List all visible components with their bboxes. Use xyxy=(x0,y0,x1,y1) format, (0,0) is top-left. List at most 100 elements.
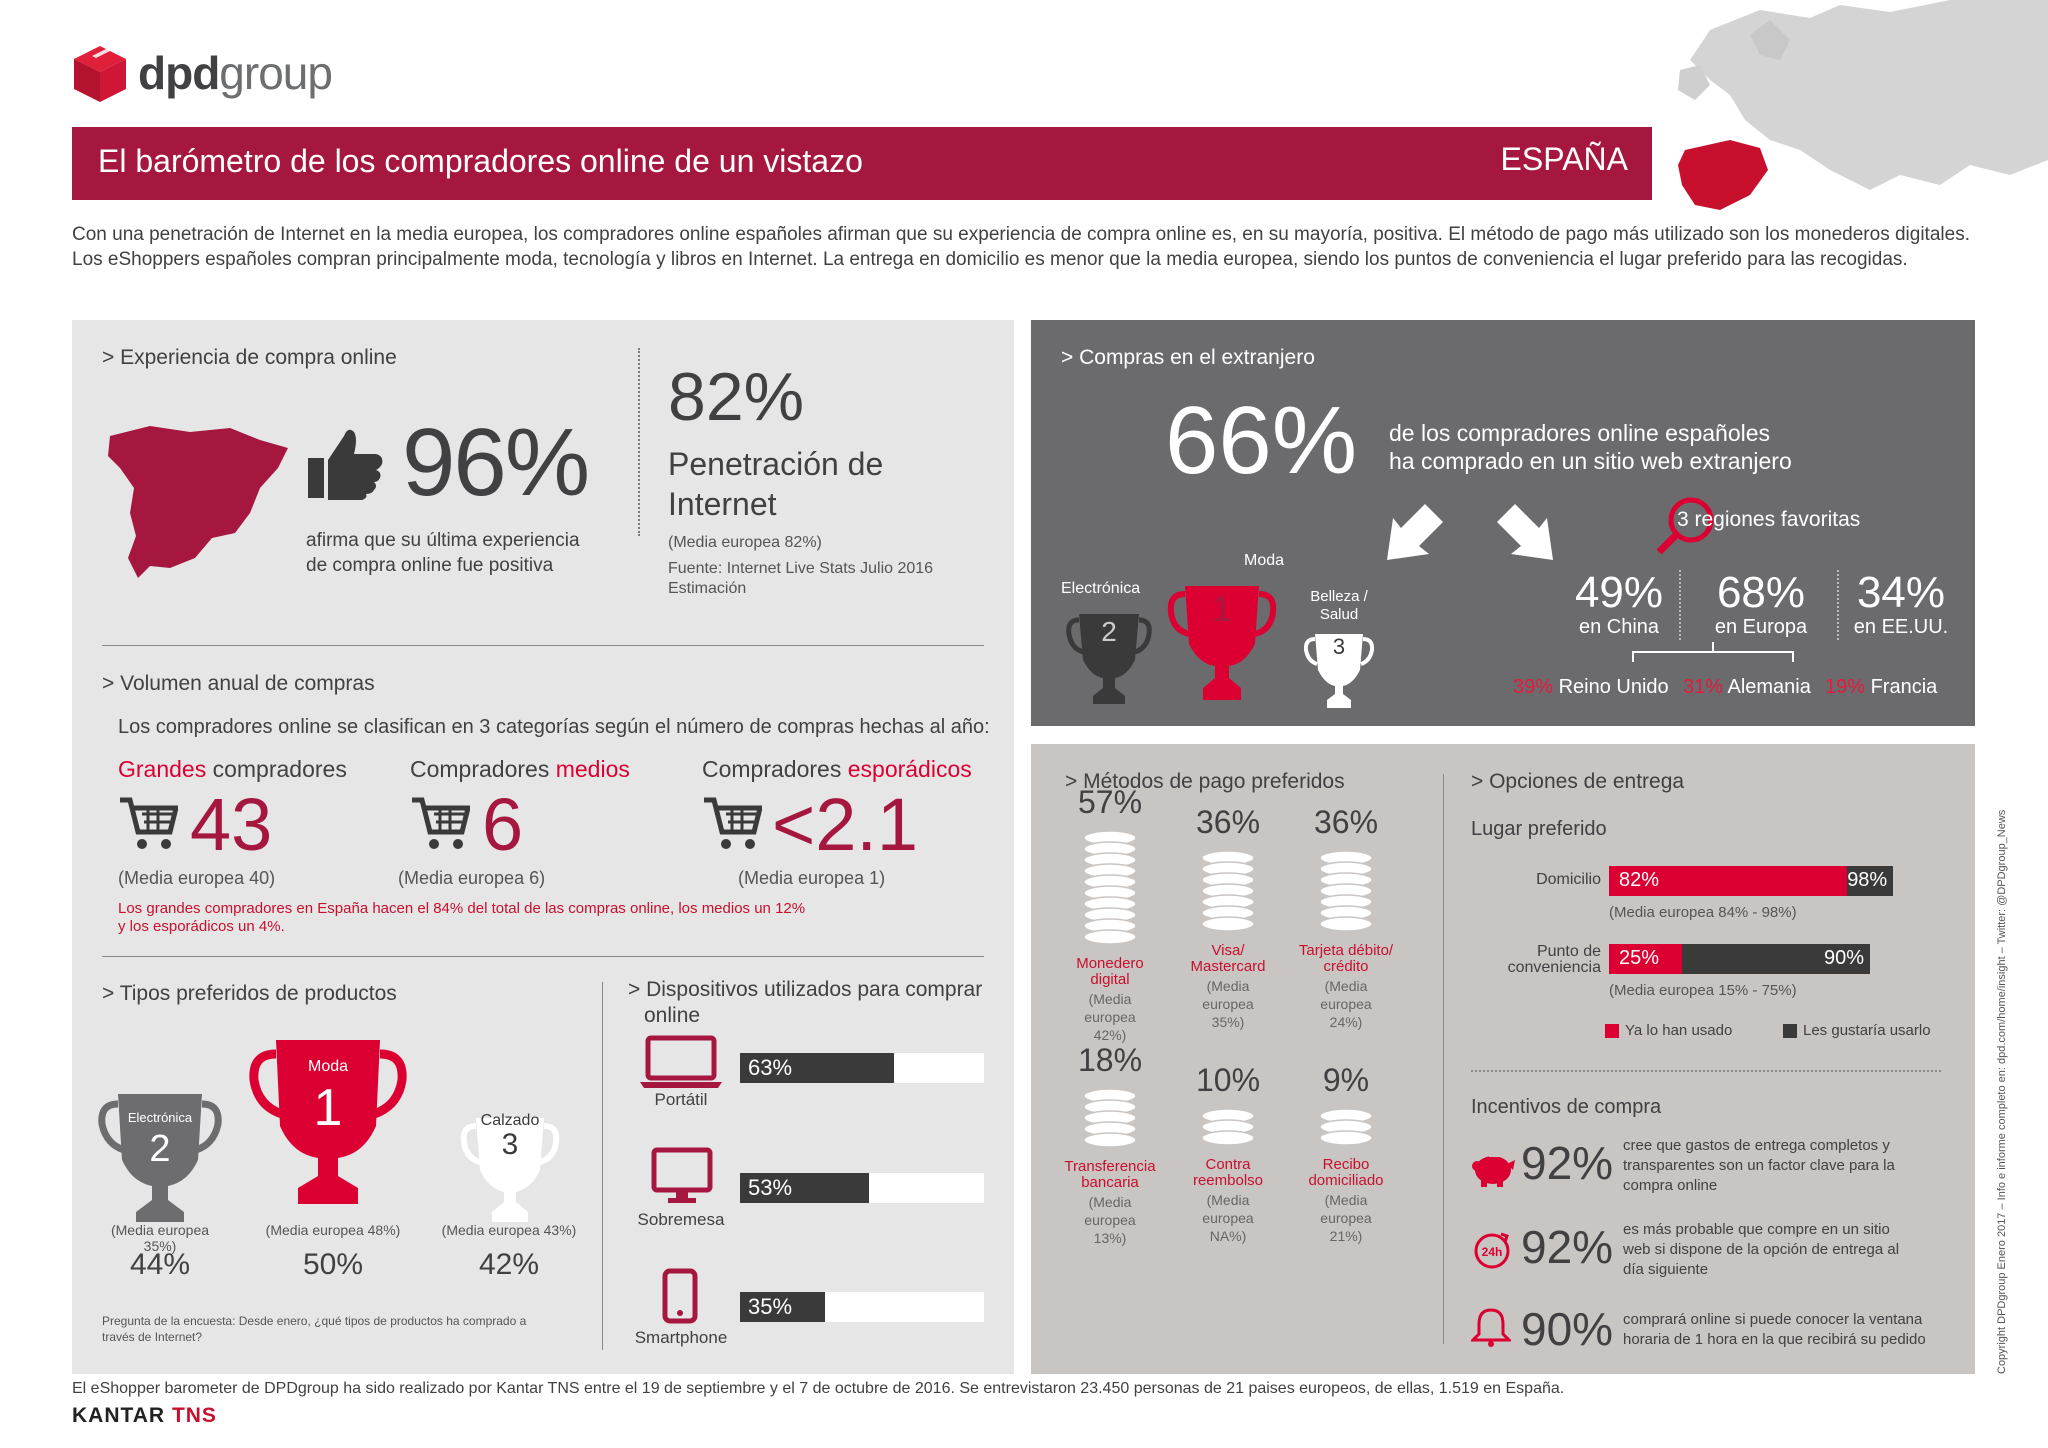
vertical-divider xyxy=(602,982,603,1350)
payment-value: 10% xyxy=(1195,1062,1261,1098)
experience-value: 96% xyxy=(402,409,590,516)
delivery-home-used: 82% xyxy=(1619,869,1660,891)
delivery-point-avg: (Media europea 15% - 75%) xyxy=(1609,982,1797,999)
page-title: El barómetro de los compradores online d… xyxy=(98,143,863,179)
device-laptop-bar: 63% xyxy=(740,1053,984,1083)
devices-title-1: > Dispositivos utilizados para comprar xyxy=(628,978,983,1001)
volume-note-2: y los esporádicos un 4%. xyxy=(118,918,285,935)
products-title: > Tipos preferidos de productos xyxy=(102,982,397,1005)
dpd-logo-cube-icon xyxy=(72,44,128,109)
abroad-desc-1: de los compradores online españoles xyxy=(1389,420,1771,446)
trophy-shoes-icon xyxy=(460,1114,560,1229)
payment-label: Monedero digital xyxy=(1076,955,1144,988)
delivery-point-bar: 25% 90% xyxy=(1609,944,1899,974)
volume-heavy-value: 43 xyxy=(190,783,273,866)
dotted-divider xyxy=(1837,570,1839,640)
volume-subtitle: Los compradores online se clasifican en … xyxy=(118,716,990,738)
laptop-icon xyxy=(638,1034,724,1095)
abroad-value: 66% xyxy=(1165,387,1358,494)
delivery-point-label: Punto de conveniencia xyxy=(1507,943,1601,976)
coin-stack-icon xyxy=(1083,1088,1137,1148)
payment-avg: (Media europea NA%) xyxy=(1202,1192,1254,1244)
payment-title: > Métodos de pago preferidos xyxy=(1065,770,1345,793)
incentive-1-text: cree que gastos de entrega completos y tr… xyxy=(1623,1137,1895,1194)
legend-used: Ya lo han usado xyxy=(1605,1022,1732,1039)
payment-value: 18% xyxy=(1077,1042,1143,1078)
trophy-fashion-rank: 1 xyxy=(313,1079,343,1137)
products-fashion-value: 50% xyxy=(302,1248,364,1281)
coin-stack-icon xyxy=(1319,1108,1373,1146)
coin-stack-icon xyxy=(1201,850,1255,932)
payment-label: Visa/Mastercard xyxy=(1190,942,1266,975)
products-electronics-value: 44% xyxy=(129,1248,191,1281)
country-germany: 31% Alemania xyxy=(1683,676,1811,698)
country-uk: 39% Reino Unido xyxy=(1513,676,1669,698)
cart-icon xyxy=(410,796,472,857)
legend-want: Les gustaría usarlo xyxy=(1783,1022,1931,1039)
incentive-2-text: es más probable que compre en un sitio we… xyxy=(1623,1221,1900,1278)
payment-avg: (Media europea 13%) xyxy=(1084,1194,1136,1246)
region-usa-label: en EE.UU. xyxy=(1853,616,1949,638)
regions-title: 3 regiones favoritas xyxy=(1677,508,1861,531)
device-desktop-value: 53% xyxy=(748,1175,793,1200)
abroad-trophy-fashion-name: Moda xyxy=(1243,552,1285,569)
volume-cat-sporadic-label: Compradores esporádicos xyxy=(702,756,972,782)
cart-icon xyxy=(702,796,764,857)
device-smartphone-label: Smartphone xyxy=(634,1328,728,1347)
side-copyright: Copyright DPDgroup Enero 2017 – Info e i… xyxy=(1996,809,2008,1374)
delivery-point-used: 25% xyxy=(1619,947,1660,969)
cart-icon xyxy=(118,796,180,857)
payment-value: 57% xyxy=(1077,784,1143,820)
volume-medium-avg: (Media europea 6) xyxy=(398,868,546,888)
incentive-3-value: 90% xyxy=(1521,1303,1614,1355)
kantar-logo: KANTAR TNS xyxy=(72,1404,217,1427)
payment-avg: (Media europea 42%) xyxy=(1084,991,1136,1043)
region-europe-label: en Europa xyxy=(1714,616,1808,638)
trophy-shoes-name: Calzado xyxy=(480,1112,540,1129)
volume-sporadic-avg: (Media europea 1) xyxy=(738,868,886,888)
arrow-down-left-icon xyxy=(1387,504,1443,565)
payment-label: Contra reembolso xyxy=(1192,1156,1264,1189)
trophy-beauty-icon xyxy=(1303,630,1375,715)
brand-logo: dpdgroup xyxy=(138,47,333,99)
abroad-trophy-electronics-rank: 2 xyxy=(1101,616,1117,647)
piggy-bank-icon xyxy=(1469,1148,1515,1193)
payment-avg: (Media europea 35%) xyxy=(1202,978,1254,1030)
dotted-divider xyxy=(638,348,640,536)
trophy-electronics-icon xyxy=(98,1090,222,1229)
country-label: ESPAÑA xyxy=(1500,141,1628,177)
intro-paragraph: Con una penetración de Internet en la me… xyxy=(72,224,1970,270)
arrow-down-right-icon xyxy=(1497,504,1553,565)
trophy-electronics-rank: 2 xyxy=(149,1128,171,1170)
volume-title: > Volumen anual de compras xyxy=(102,672,375,695)
products-shoes-value: 42% xyxy=(478,1248,540,1281)
delivery-point-want: 90% xyxy=(1824,947,1865,969)
title-banner: El barómetro de los compradores online d… xyxy=(72,127,1652,200)
section-divider xyxy=(102,645,984,646)
section-divider xyxy=(102,956,984,957)
region-china-label: en China xyxy=(1578,616,1660,638)
delivery-home-avg: (Media europea 84% - 98%) xyxy=(1609,904,1797,921)
dotted-divider xyxy=(1471,1070,1941,1072)
penetration-source-1: Fuente: Internet Live Stats Julio 2016 xyxy=(668,560,934,577)
products-electronics-avg: (Media europea 35%) xyxy=(110,1222,210,1254)
payment-value: 9% xyxy=(1322,1062,1370,1098)
volume-note-1: Los grandes compradores en España hacen … xyxy=(118,900,806,917)
dotted-divider xyxy=(1679,570,1681,640)
magnifier-icon xyxy=(1653,496,1717,561)
bracket-line xyxy=(1631,642,1795,669)
penetration-source-2: Estimación xyxy=(668,580,747,597)
abroad-desc-2: ha comprado en un sitio web extranjero xyxy=(1389,448,1792,474)
region-china-value: 49% xyxy=(1574,568,1664,617)
volume-cat-medium-label: Compradores medios xyxy=(410,756,630,782)
abroad-title: > Compras en el extranjero xyxy=(1061,346,1315,369)
trophy-electronics-name: Electrónica xyxy=(127,1110,193,1125)
products-shoes-avg: (Media europea 43%) xyxy=(441,1222,577,1238)
products-fashion-avg: (Media europea 48%) xyxy=(265,1222,401,1238)
device-smartphone-value: 35% xyxy=(748,1294,793,1319)
spain-map-icon xyxy=(100,418,290,583)
delivery-home-label: Domicilio xyxy=(1536,871,1601,888)
incentive-3-text: comprará online si puede conocer la vent… xyxy=(1623,1311,1926,1348)
volume-heavy-avg: (Media europea 40) xyxy=(118,868,276,888)
coin-stack-icon xyxy=(1201,1108,1255,1146)
